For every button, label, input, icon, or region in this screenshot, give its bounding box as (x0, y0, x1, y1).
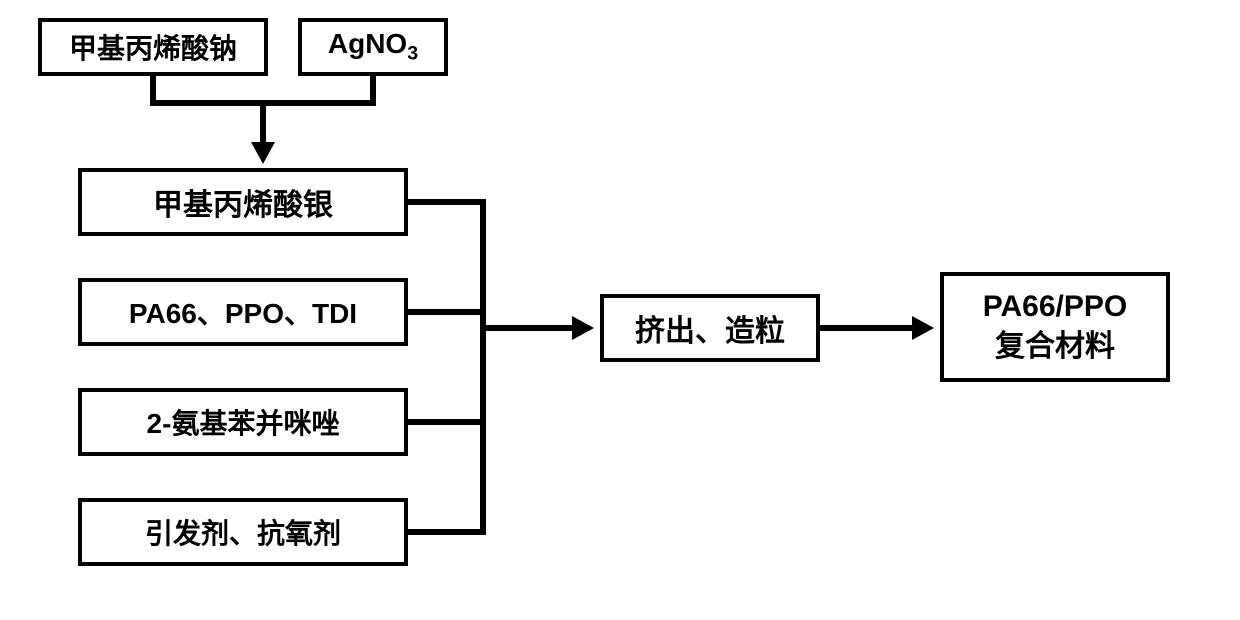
node-label: 甲基丙烯酸银 (153, 180, 333, 224)
node-label: PA66/PPO复合材料 (983, 287, 1128, 368)
arrowhead-right-icon (912, 316, 934, 340)
node-initiator-antioxidant: 引发剂、抗氧剂 (78, 498, 408, 566)
node-output-composite: PA66/PPO复合材料 (940, 272, 1170, 382)
node-label: 甲基丙烯酸钠 (69, 27, 237, 67)
connector-line (408, 309, 486, 315)
connector-bus (480, 199, 486, 535)
node-label: PA66、PPO、TDI (129, 292, 357, 332)
connector-line (408, 529, 486, 535)
node-label: 挤出、造粒 (635, 306, 785, 350)
node-label: AgNO3 (328, 28, 418, 66)
node-pa66-ppo-tdi: PA66、PPO、TDI (78, 278, 408, 346)
connector-line (408, 419, 486, 425)
node-label: 引发剂、抗氧剂 (145, 512, 341, 552)
connector-line (408, 199, 486, 205)
arrowhead-down-icon (251, 142, 275, 164)
node-extrude-granulate: 挤出、造粒 (600, 294, 820, 362)
node-silver-methacrylate: 甲基丙烯酸银 (78, 168, 408, 236)
node-input-agno3: AgNO3 (298, 18, 448, 76)
connector-line (260, 100, 266, 144)
node-input-sodium-methacrylate: 甲基丙烯酸钠 (38, 18, 268, 76)
arrowhead-right-icon (572, 316, 594, 340)
node-2-aminobenzimidazole: 2-氨基苯并咪唑 (78, 388, 408, 456)
connector-line (820, 325, 914, 331)
connector-line (480, 325, 574, 331)
node-label: 2-氨基苯并咪唑 (147, 402, 340, 442)
